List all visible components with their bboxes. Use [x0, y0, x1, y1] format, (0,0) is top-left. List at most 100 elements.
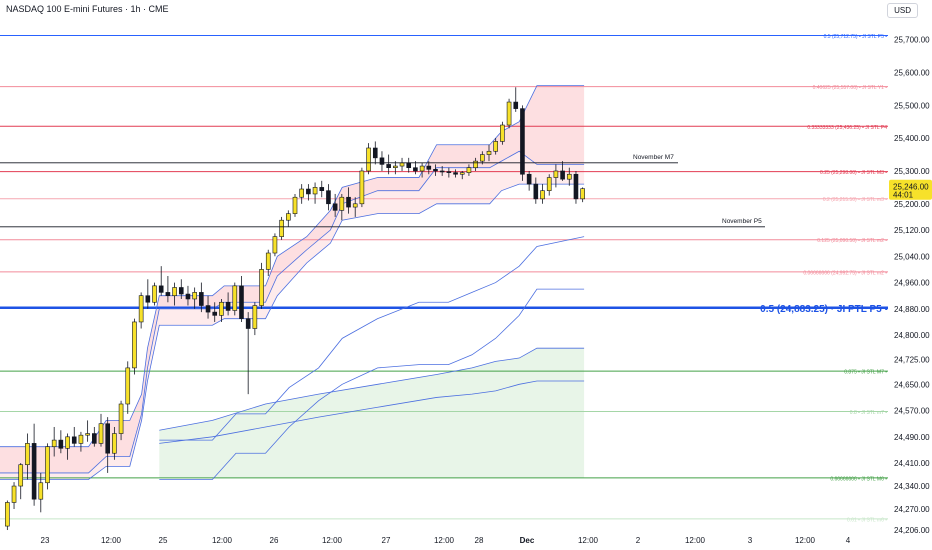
candle-body-42 — [286, 213, 291, 221]
candle-body-10 — [71, 436, 77, 444]
candle-body-44 — [299, 188, 304, 198]
current-price-countdown: 44:01 — [893, 191, 914, 200]
price-tick-17: 24,270.00 — [894, 505, 930, 514]
price-tick-16: 24,340.00 — [894, 482, 930, 491]
candle-body-83 — [560, 170, 565, 180]
candle-body-51 — [346, 196, 351, 208]
candle-body-66 — [446, 171, 452, 173]
candle-body-55 — [372, 147, 378, 159]
price-tick-5: 25,200.00 — [894, 200, 930, 209]
level-label-1: 0.40625 (25,557.00) • JI STL Y1 • — [813, 85, 888, 91]
time-tick-5: 12:00 — [322, 536, 343, 545]
candle-body-52 — [352, 203, 358, 208]
candles-layer — [5, 87, 585, 531]
candle-body-49 — [332, 203, 338, 211]
price-tick-10: 24,800.00 — [894, 331, 930, 340]
candle-body-59 — [399, 162, 405, 167]
candle-body-24 — [165, 292, 171, 296]
time-tick-11: 2 — [636, 536, 641, 545]
ladder-ladder_inner — [0, 150, 585, 474]
candle-body-21 — [145, 295, 151, 303]
candle-body-29 — [199, 292, 204, 306]
annotation-label-1: November P5 — [722, 218, 762, 225]
candle-body-85 — [573, 173, 579, 200]
candle-body-0 — [5, 502, 10, 527]
time-tick-12: 12:00 — [685, 536, 706, 545]
candle-body-75 — [506, 101, 512, 126]
time-tick-4: 26 — [270, 536, 279, 545]
time-tick-0: 23 — [41, 536, 50, 545]
candle-body-11 — [78, 434, 84, 444]
candle-body-63 — [426, 165, 432, 170]
candle-body-61 — [413, 167, 418, 172]
candle-body-45 — [306, 188, 311, 195]
candle-body-22 — [152, 285, 157, 303]
current-price-tag — [889, 179, 932, 200]
candle-body-30 — [205, 305, 211, 313]
candle-body-31 — [212, 311, 218, 316]
price-tick-8: 24,960.00 — [894, 279, 930, 288]
candle-body-34 — [232, 285, 238, 311]
candle-body-76 — [513, 101, 519, 109]
candle-body-17 — [118, 403, 124, 434]
candle-body-36 — [245, 318, 251, 329]
candle-body-13 — [92, 433, 97, 444]
candle-body-5 — [38, 482, 44, 500]
candle-body-86 — [580, 188, 585, 200]
axes-layer: 25,700.00 25,600.00 25,500.00 25,400.00 25,3… — [41, 36, 932, 545]
annotation-label-0: November M7 — [633, 154, 674, 161]
candle-body-50 — [339, 196, 345, 211]
candle-body-72 — [486, 150, 492, 155]
candle-body-38 — [259, 269, 264, 306]
candle-body-7 — [51, 439, 57, 447]
level-label-11: 0.61 • JI STL m6 • — [847, 517, 887, 523]
level-label-7: 0.5 (24,883.25) · JI PTL P5 • — [760, 304, 888, 315]
candle-body-68 — [459, 172, 465, 175]
candle-body-48 — [326, 190, 331, 205]
price-tick-4: 25,300.00 — [894, 167, 930, 176]
candle-body-18 — [125, 367, 131, 405]
candle-body-81 — [546, 177, 552, 191]
chart-title: NASDAQ 100 E-mini Futures · 1h · CME — [6, 4, 169, 14]
price-tick-0: 25,700.00 — [894, 36, 930, 45]
candle-body-39 — [265, 252, 271, 270]
candle-body-78 — [526, 173, 532, 185]
level-label-4: 0.2 (25,215.50) • JI STL m3 • — [823, 197, 887, 203]
candle-body-26 — [178, 287, 184, 295]
level-label-6: 0.06666666 (24,992.75) • JI STL m2 • — [803, 270, 887, 276]
level-label-2: 0.33333333 (25,436.25) • JI STL P4 — [807, 125, 887, 131]
candle-body-33 — [225, 301, 231, 311]
candle-body-2 — [18, 464, 24, 487]
level-label-9: 0.8 • JI STL m7 • — [850, 410, 887, 416]
currency-button[interactable]: USD — [887, 3, 918, 18]
candle-body-53 — [359, 170, 365, 205]
candle-body-70 — [473, 160, 478, 168]
candle-body-12 — [85, 433, 90, 436]
candle-body-69 — [466, 167, 472, 173]
candle-body-74 — [500, 124, 505, 142]
time-tick-13: 3 — [748, 536, 753, 545]
candle-body-37 — [252, 305, 258, 329]
candle-body-71 — [480, 154, 485, 162]
candle-body-23 — [158, 285, 164, 293]
price-tick-3: 25,400.00 — [894, 134, 930, 143]
level-label-5: 0.125 (25,090.50) • JI STL m2 • — [817, 238, 887, 244]
candle-body-9 — [65, 436, 70, 449]
candle-body-65 — [439, 170, 445, 173]
time-tick-2: 25 — [159, 536, 168, 545]
time-tick-9: Dec — [520, 536, 535, 545]
level-label-8: 0.875 • JI STL M7 • — [844, 370, 887, 376]
ladder-ladder_bottom — [159, 236, 585, 441]
price-tick-1: 25,600.00 — [894, 69, 930, 78]
candle-body-56 — [379, 157, 385, 165]
candle-body-3 — [25, 443, 30, 466]
price-tick-9: 24,880.00 — [894, 305, 930, 314]
candle-body-77 — [520, 108, 525, 175]
candle-body-32 — [219, 301, 224, 316]
candle-body-80 — [540, 190, 545, 200]
annotations-layer: November M7 November P5 — [0, 154, 765, 228]
time-tick-6: 27 — [382, 536, 391, 545]
candle-body-35 — [239, 285, 244, 319]
ladder-ladder_floor — [159, 288, 585, 480]
